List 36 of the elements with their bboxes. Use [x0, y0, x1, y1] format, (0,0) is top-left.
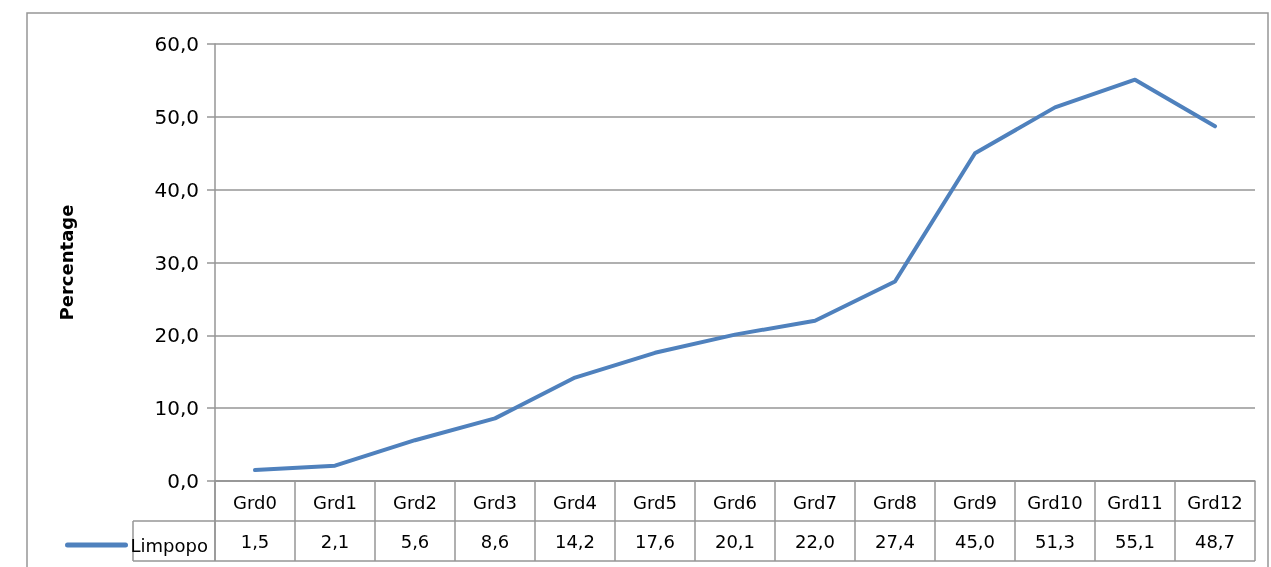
x-tick-label: Grd4: [553, 491, 597, 513]
data-label: 2,1: [320, 530, 350, 552]
y-tick-label: 30,0: [154, 250, 199, 275]
x-tick-label: Grd7: [793, 491, 837, 513]
data-label: 48,7: [1194, 530, 1236, 552]
data-label: 5,6: [400, 530, 430, 552]
data-label: 22,0: [794, 530, 836, 552]
data-label: 1,5: [240, 530, 270, 552]
data-label: 14,2: [554, 530, 596, 552]
line-series: [253, 77, 1217, 473]
x-tick-label: Grd2: [393, 491, 437, 513]
y-tick-label: 50,0: [154, 104, 199, 129]
data-label: 55,1: [1114, 530, 1156, 552]
x-tick-label: Grd1: [313, 491, 357, 513]
x-tick-label: Grd9: [953, 491, 997, 513]
data-label: 27,4: [874, 530, 916, 552]
data-label: 17,6: [634, 530, 676, 552]
text: Limpopo: [130, 534, 208, 556]
y-tick-label: 40,0: [154, 177, 199, 202]
x-tick-label: Grd3: [473, 491, 517, 513]
x-tick-label: Grd5: [633, 491, 677, 513]
data-label: 51,3: [1034, 530, 1076, 552]
y-tick-label: 60,0: [154, 32, 199, 56]
x-tick-label: Grd11: [1107, 491, 1163, 513]
y-tick-label: 0,0: [167, 469, 199, 493]
data-label: 20,1: [714, 530, 756, 552]
x-tick-label: Grd12: [1187, 491, 1243, 513]
data-label: 8,6: [480, 530, 510, 552]
x-tick-label: Grd0: [233, 491, 277, 513]
y-tick-label: 10,0: [154, 396, 199, 421]
y-axis-title: Percentage: [55, 204, 77, 321]
y-tick-label: 20,0: [154, 323, 199, 348]
x-tick-label: Grd10: [1027, 491, 1083, 513]
x-tick-label: Grd6: [713, 491, 757, 513]
data-label: 45,0: [954, 530, 996, 552]
x-tick-label: Grd8: [873, 491, 917, 513]
